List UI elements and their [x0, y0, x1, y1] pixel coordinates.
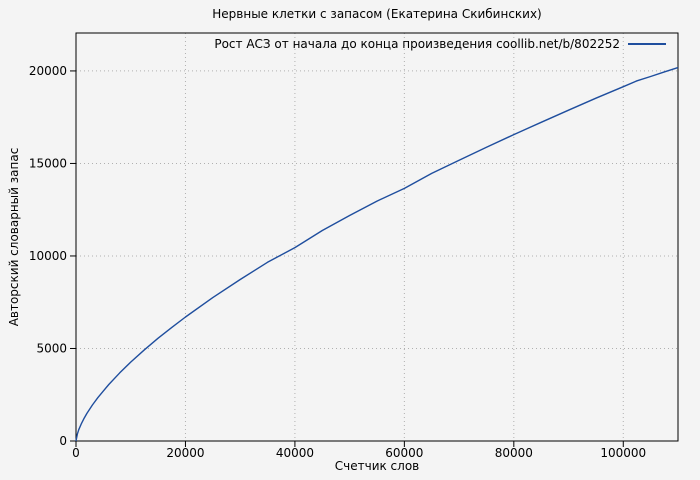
y-tick-label-5000: 5000 — [36, 341, 67, 355]
plot-border — [75, 32, 679, 442]
x-tick-label-60000: 60000 — [385, 446, 423, 460]
x-axis-title: Счетчик слов — [334, 459, 420, 473]
x-tick-label-40000: 40000 — [276, 446, 314, 460]
legend-line-sample — [628, 43, 666, 45]
y-tick-label-0: 0 — [59, 434, 67, 448]
x-tick-label-20000: 20000 — [166, 446, 204, 460]
legend: Рост АСЗ от начала до конца произведения… — [214, 37, 666, 51]
x-tick-label-80000: 80000 — [495, 446, 533, 460]
y-tick-label-15000: 15000 — [29, 156, 67, 170]
chart-title: Нервные клетки с запасом (Екатерина Скиб… — [212, 7, 542, 21]
x-tick-label-100000: 100000 — [600, 446, 646, 460]
y-tick-label-20000: 20000 — [29, 64, 67, 78]
data-series-line — [75, 66, 679, 442]
legend-series-label: Рост АСЗ от начала до конца произведения… — [214, 37, 620, 51]
y-axis-title: Авторский словарный запас — [7, 147, 21, 327]
y-tick-label-10000: 10000 — [29, 249, 67, 263]
x-tick-label-0: 0 — [72, 446, 80, 460]
